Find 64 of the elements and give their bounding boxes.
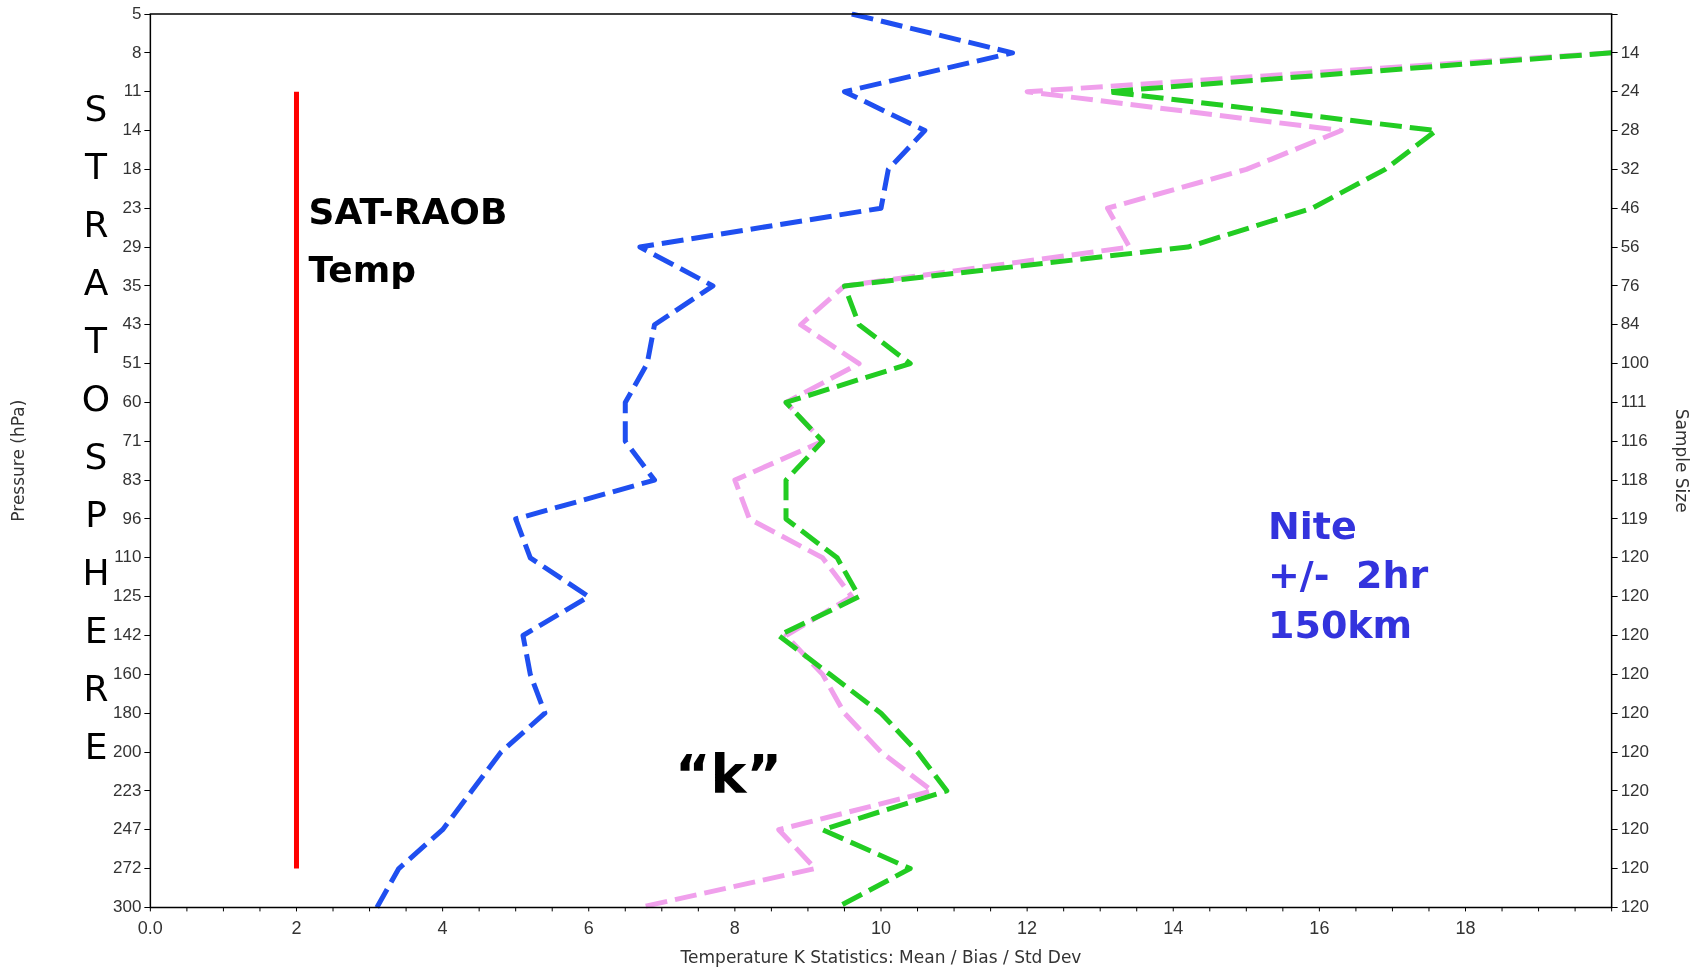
y-tick-label: 200 (112, 741, 142, 761)
y-tick-label: 125 (112, 586, 142, 606)
y-tick-label: 29 (122, 236, 142, 256)
y2-tick-label: 119 (1620, 508, 1648, 528)
y-tick-label: 83 (122, 469, 142, 489)
y2-tick-label: 120 (1620, 819, 1650, 839)
y-tick-label: 160 (112, 664, 142, 684)
y-tick-label: 35 (122, 275, 142, 295)
y2-tick-label: 120 (1620, 897, 1650, 917)
y2-tick-label: 76 (1620, 275, 1640, 295)
x-tick-label: 10 (870, 918, 892, 939)
y2-tick-label: 120 (1620, 741, 1650, 761)
y2-tick-label: 120 (1620, 858, 1650, 878)
y2-tick-label: 116 (1620, 430, 1648, 450)
y-tick-label: 272 (112, 858, 142, 878)
text: STRATOSPHERE (81, 88, 111, 767)
y2-tick-label: 84 (1620, 314, 1640, 334)
y2-tick-label: 32 (1620, 159, 1640, 179)
y-tick-label: 43 (122, 314, 142, 334)
y-tick-label: 300 (112, 897, 142, 917)
y-tick-label: 14 (122, 120, 142, 140)
x-tick-label: 4 (437, 918, 448, 939)
y2-tick-label: 118 (1620, 469, 1648, 489)
x-tick-label: 6 (583, 918, 594, 939)
y-tick-label: 110 (114, 547, 142, 567)
y-tick-label: 223 (112, 780, 142, 800)
y2-tick-label: 100 (1620, 353, 1650, 373)
y-tick-label: 18 (122, 159, 142, 179)
y2-axis-title: Sample Size (1671, 408, 1692, 513)
x-tick-label: 0.0 (137, 918, 163, 939)
y2-tick-label: 120 (1620, 547, 1650, 567)
x-tick-label: 2 (291, 918, 302, 939)
y-tick-label: 142 (112, 625, 142, 645)
x-axis-title: Temperature K Statistics: Mean / Bias / Std Dev (679, 947, 1082, 968)
x-tick-label: 18 (1455, 918, 1476, 939)
y-tick-label: 5 (131, 3, 142, 23)
annotation: Nite +/- 2hr 150km (1268, 503, 1429, 649)
y-tick-label: 60 (122, 392, 142, 412)
y-tick-label: 51 (122, 353, 142, 373)
y-tick-label: 71 (122, 430, 142, 450)
x-tick-label: 14 (1163, 918, 1184, 939)
y2-tick-label: 120 (1620, 780, 1650, 800)
y2-tick-label: 14 (1620, 42, 1640, 62)
y2-tick-label: 120 (1620, 664, 1650, 684)
y2-tick-label: 120 (1620, 586, 1650, 606)
y-tick-label: 247 (112, 819, 142, 839)
x-tick-label: 16 (1309, 918, 1330, 939)
y2-tick-label: 28 (1620, 120, 1640, 140)
y-tick-label: 8 (131, 42, 142, 62)
x-tick-label: 12 (1017, 918, 1038, 939)
y2-tick-label: 56 (1620, 236, 1640, 256)
y2-tick-label: 120 (1620, 625, 1650, 645)
ref-line-label: SAT-RAOB Temp (308, 191, 508, 291)
y2-tick-label: 111 (1620, 392, 1647, 412)
y-tick-label: 180 (112, 702, 142, 722)
y-tick-label: 11 (123, 81, 142, 101)
y-tick-label: 96 (122, 508, 142, 528)
x-tick-label: 8 (729, 918, 740, 939)
y2-tick-label: 24 (1620, 81, 1640, 101)
annotation: “k” (675, 742, 782, 808)
y2-tick-label: 120 (1620, 702, 1650, 722)
y2-tick-label: 46 (1620, 197, 1640, 217)
y-tick-label: 23 (122, 197, 142, 217)
y-axis-title: Pressure (hPa) (8, 399, 29, 522)
